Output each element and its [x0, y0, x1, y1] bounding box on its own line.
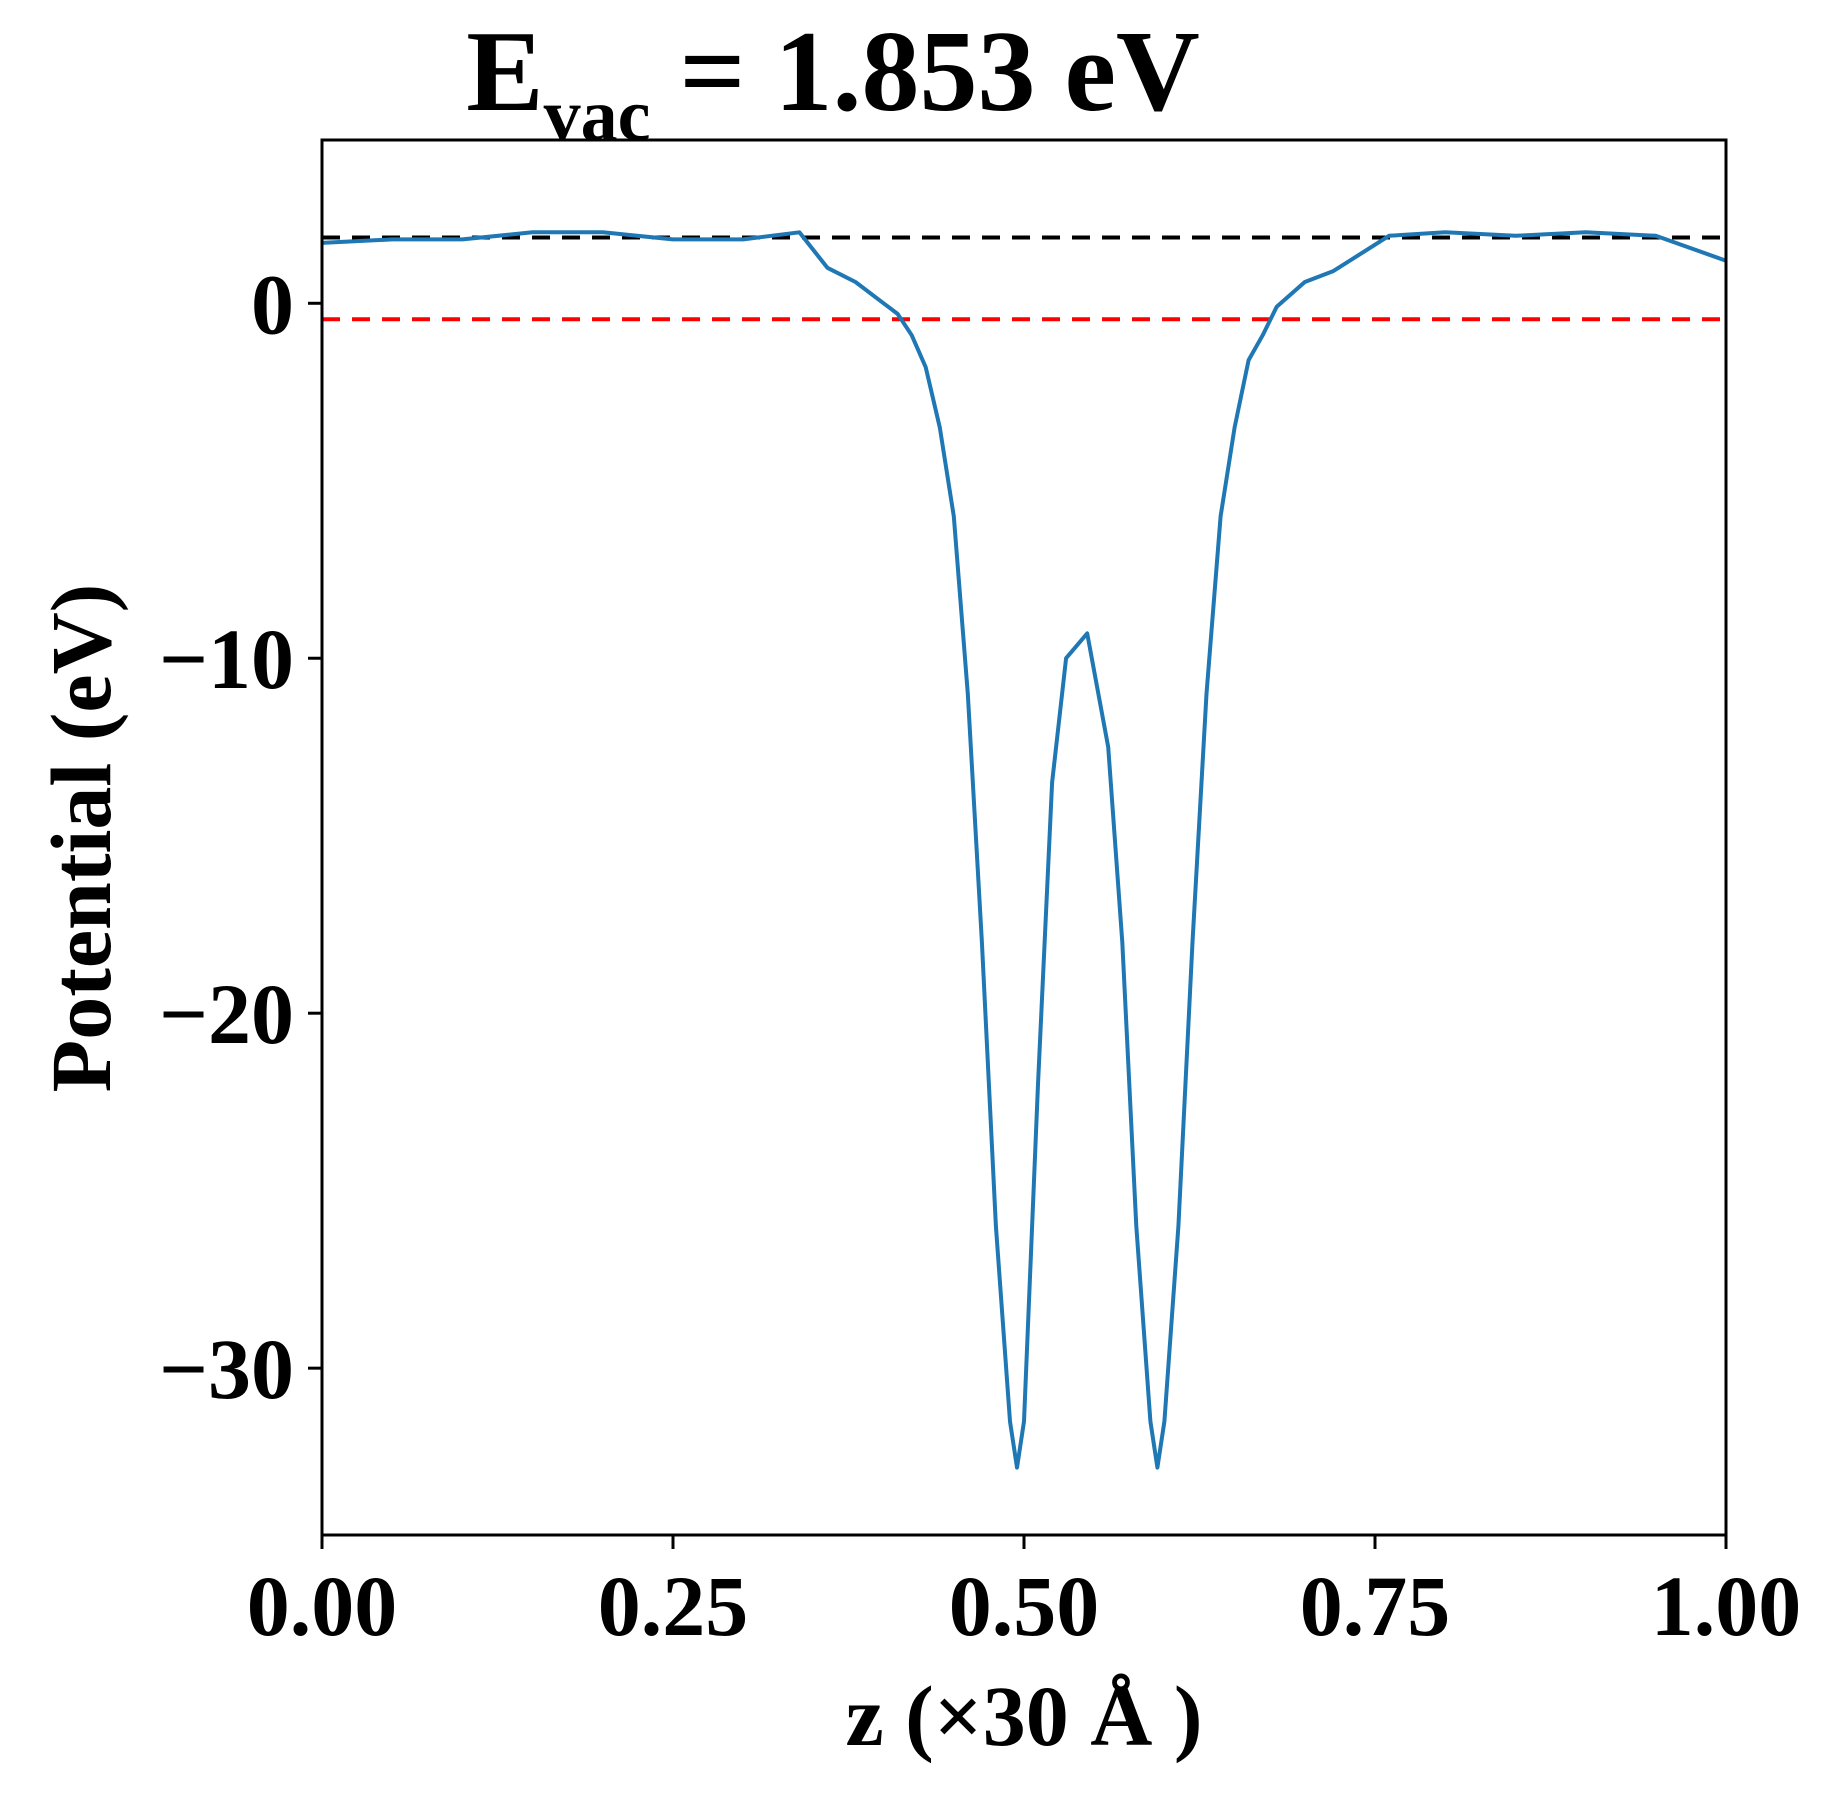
y-tick-label: −30 — [159, 1321, 294, 1417]
chart-title: Evac = 1.853 eV — [466, 8, 1200, 157]
plot-content — [321, 230, 1727, 1470]
title-subscript: vac — [544, 75, 651, 157]
x-axis-label: z (×30 Å ) — [845, 1668, 1202, 1764]
x-tick-label: 0.00 — [247, 1558, 398, 1654]
title-rest: = 1.853 eV — [650, 8, 1199, 136]
y-tick-label: −10 — [159, 611, 294, 707]
x-tick-label: 0.25 — [598, 1558, 749, 1654]
plot-frame — [320, 138, 1728, 1537]
x-tick-label: 0.50 — [949, 1558, 1100, 1654]
x-axis-ticks: 0.00 0.25 0.50 0.75 1.00 — [247, 1535, 1802, 1654]
potential-series-line — [321, 230, 1727, 1470]
title-main: E — [466, 8, 543, 136]
y-axis-ticks: 0 −10 −20 −30 — [159, 256, 322, 1417]
x-tick-label: 0.75 — [1300, 1558, 1451, 1654]
y-tick-label: 0 — [251, 256, 294, 352]
y-axis-label: Potential (eV) — [33, 584, 129, 1093]
x-tick-label: 1.00 — [1651, 1558, 1802, 1654]
y-tick-label: −20 — [159, 966, 294, 1062]
